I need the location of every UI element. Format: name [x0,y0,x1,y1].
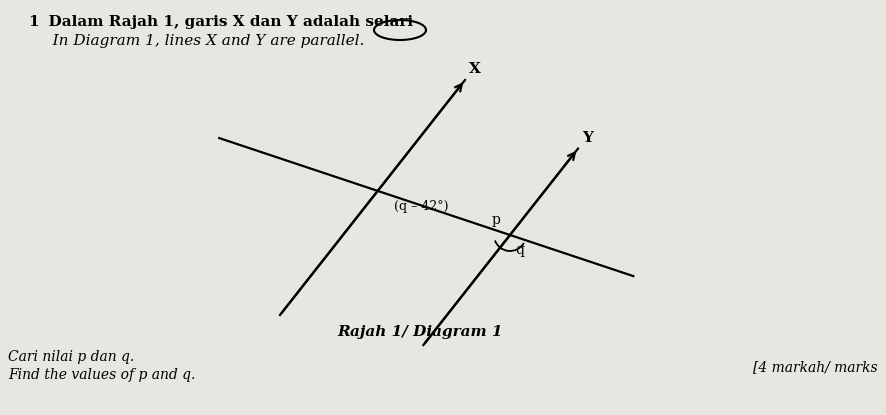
Text: p: p [491,213,500,227]
Text: Y: Y [582,131,593,144]
Text: Dalam Rajah 1, garis X dan Y adalah selari: Dalam Rajah 1, garis X dan Y adalah sela… [38,15,413,29]
Text: q: q [515,243,524,257]
Text: [4 markah/ marks: [4 markah/ marks [753,360,878,374]
Text: Find the values of p and q.: Find the values of p and q. [8,368,196,382]
Text: Rajah 1/ Diagram 1: Rajah 1/ Diagram 1 [338,325,502,339]
Text: X: X [469,62,481,76]
Text: (q – 42°): (q – 42°) [394,200,448,213]
Text: 1: 1 [28,15,39,29]
Text: Cari nilai p dan q.: Cari nilai p dan q. [8,350,135,364]
Text: In Diagram 1, lines X and Y are parallel.: In Diagram 1, lines X and Y are parallel… [38,34,364,48]
